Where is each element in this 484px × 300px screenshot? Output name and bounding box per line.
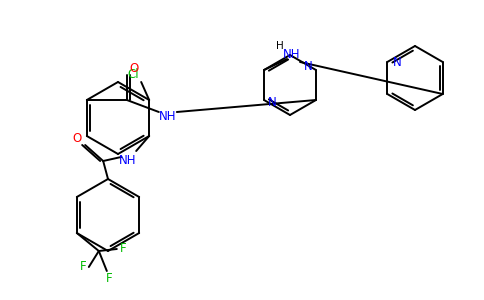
- Text: O: O: [73, 131, 82, 145]
- Text: H: H: [276, 41, 284, 51]
- Text: N: N: [303, 61, 312, 74]
- Text: NH: NH: [159, 110, 177, 122]
- Text: O: O: [129, 62, 138, 76]
- Text: F: F: [106, 272, 112, 284]
- Text: NH: NH: [119, 154, 136, 166]
- Text: N: N: [393, 56, 402, 68]
- Text: F: F: [79, 260, 86, 274]
- Text: NH: NH: [283, 49, 301, 62]
- Text: N: N: [268, 97, 276, 110]
- Text: Cl: Cl: [127, 68, 139, 82]
- Text: F: F: [120, 242, 126, 256]
